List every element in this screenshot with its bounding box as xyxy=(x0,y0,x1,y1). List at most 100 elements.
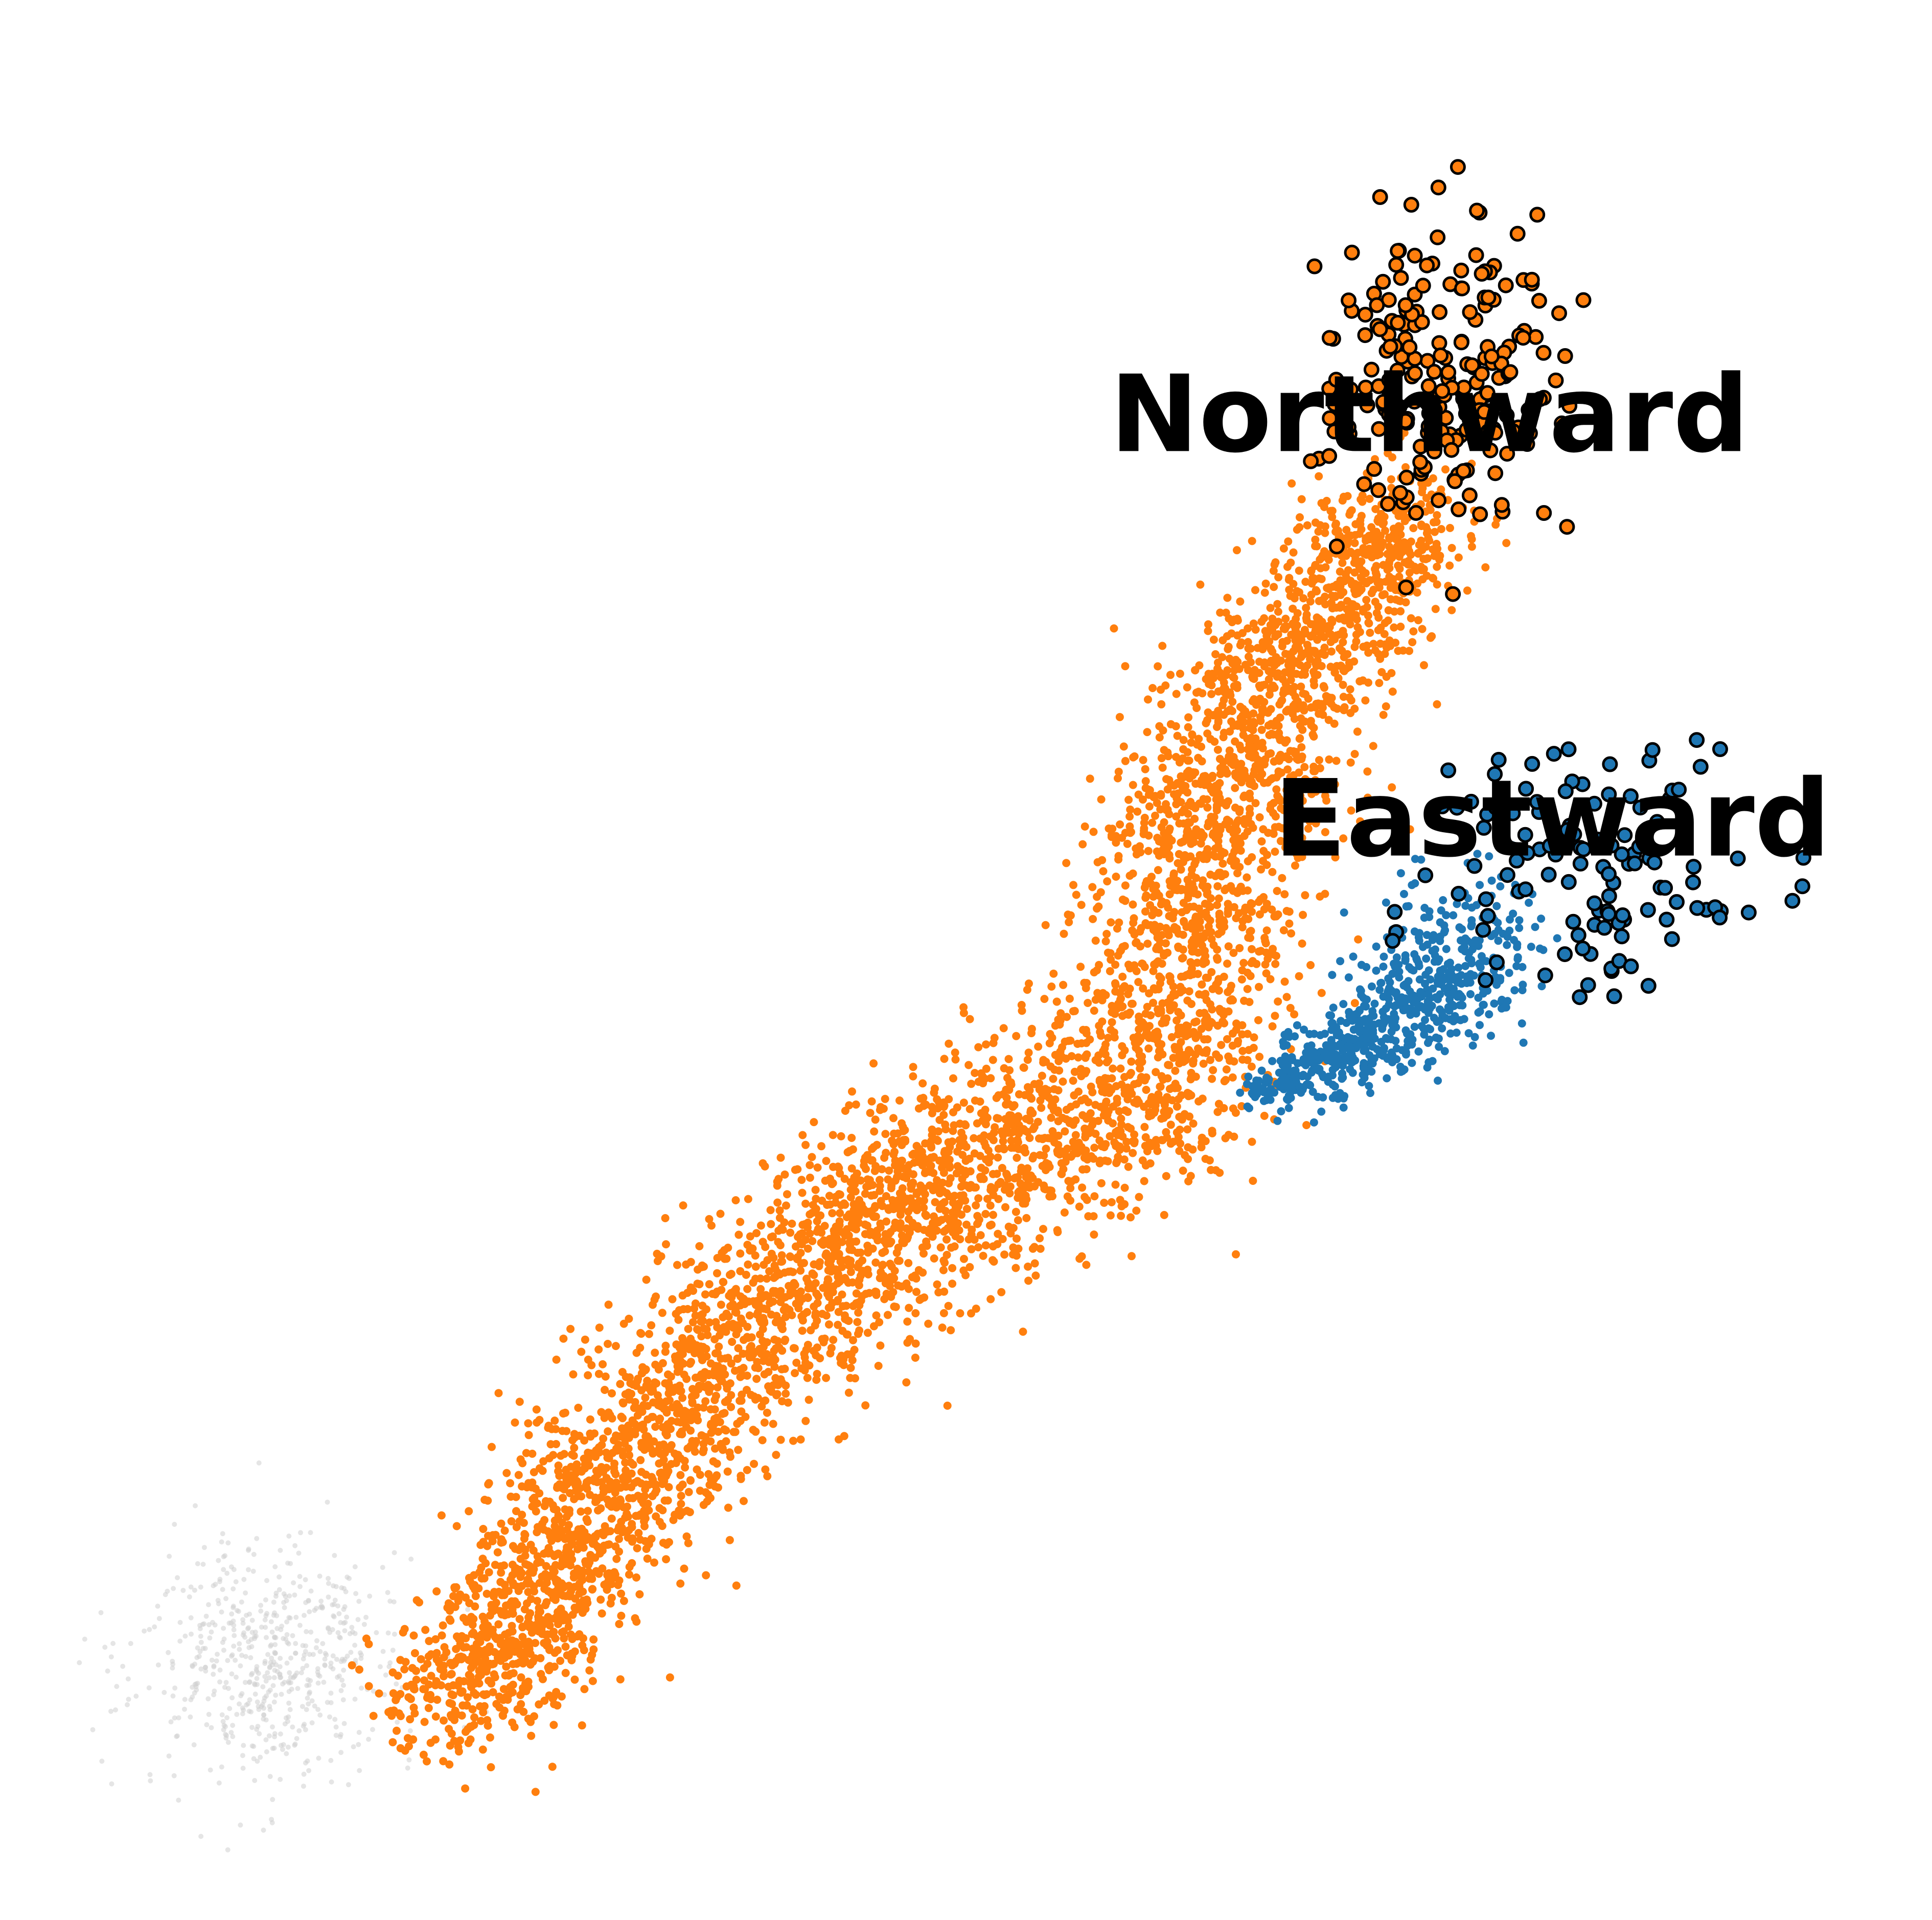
northward-lineage-point xyxy=(942,1189,951,1198)
northward-lineage-point xyxy=(970,1134,978,1142)
background-cell-point xyxy=(306,1682,312,1688)
background-cell-point xyxy=(182,1706,187,1712)
northward-lineage-point xyxy=(1140,1022,1148,1031)
northward-lineage-point xyxy=(496,1562,505,1571)
northward-lineage-point xyxy=(1190,1018,1199,1026)
northward-lineage-point xyxy=(1316,892,1324,901)
background-cell-point xyxy=(197,1649,203,1654)
northward-lineage-point xyxy=(1238,923,1247,931)
background-cell-point xyxy=(326,1625,331,1631)
northward-lineage-point xyxy=(783,1190,791,1199)
northward-lineage-point xyxy=(1251,799,1260,808)
background-cell-point xyxy=(273,1693,279,1698)
northward-lineage-point xyxy=(1095,1021,1103,1030)
northward-lineage-point xyxy=(1211,650,1220,658)
northward-lineage-point xyxy=(399,1628,407,1637)
northward-lineage-point xyxy=(725,1536,734,1544)
background-cell-point xyxy=(224,1570,230,1576)
northward-lineage-point xyxy=(1096,888,1105,897)
northward-lineage-point xyxy=(990,1034,999,1042)
northward-lineage-point xyxy=(976,1098,984,1106)
northward-lineage-point xyxy=(518,1622,527,1631)
northward-lineage-point xyxy=(986,1221,994,1230)
northward-lineage-point xyxy=(1098,856,1107,864)
northward-lineage-point xyxy=(1174,859,1182,867)
northward-lineage-point xyxy=(1179,986,1187,995)
northward-lineage-point xyxy=(769,1297,777,1306)
background-cell-point xyxy=(209,1657,215,1663)
northward-lineage-point xyxy=(1306,597,1315,606)
northward-lineage-point xyxy=(1401,463,1410,471)
northward-lineage-point xyxy=(1332,757,1341,765)
northward-lineage-point xyxy=(522,1686,531,1695)
background-cell-point xyxy=(192,1690,197,1696)
background-cell-point xyxy=(293,1651,298,1656)
background-cell-point xyxy=(211,1672,216,1677)
background-cell-point xyxy=(203,1613,209,1619)
northward-lineage-point xyxy=(1103,877,1112,886)
northward-lineage-point xyxy=(1199,876,1207,885)
northward-lineage-point xyxy=(1077,1072,1086,1081)
northward-lineage-point xyxy=(1433,562,1441,571)
northward-lineage-point xyxy=(824,1266,833,1275)
background-cell-point xyxy=(260,1684,266,1689)
northward-lineage-point xyxy=(1154,662,1162,671)
northward-lineage-point xyxy=(1002,1170,1011,1178)
northward-lineage-point xyxy=(1413,579,1422,588)
northward-lineage-point xyxy=(1300,706,1308,715)
northward-lineage-point xyxy=(1243,1030,1252,1038)
background-cell-point xyxy=(306,1691,312,1697)
northward-lineage-point xyxy=(974,1043,983,1052)
northward-lineage-point xyxy=(976,1231,985,1240)
northward-lineage-point xyxy=(832,1222,840,1231)
northward-lineage-point xyxy=(1233,869,1241,878)
northward-lineage-point xyxy=(788,1219,796,1228)
northward-lineage-point xyxy=(889,1114,898,1123)
background-cell-point xyxy=(188,1615,194,1620)
northward-lineage-point xyxy=(591,1453,600,1461)
northward-lineage-point xyxy=(718,1248,726,1257)
background-cell-point xyxy=(231,1605,236,1610)
background-cell-point xyxy=(99,1758,105,1764)
northward-lineage-point xyxy=(1197,932,1206,941)
background-cell-point xyxy=(110,1641,116,1646)
northward-lineage-point xyxy=(818,1196,826,1205)
northward-lineage-point xyxy=(591,1498,600,1506)
background-cell-point xyxy=(271,1599,277,1605)
northward-lineage-point xyxy=(1400,538,1409,546)
northward-lineage-point xyxy=(893,1256,902,1265)
northward-lineage-point xyxy=(564,1521,573,1529)
northward-lineage-point xyxy=(1382,673,1391,681)
northward-lineage-point xyxy=(575,1589,584,1598)
background-cell-point xyxy=(231,1622,237,1628)
background-cell-point xyxy=(146,1685,152,1690)
northward-lineage-point xyxy=(516,1650,525,1658)
northward-lineage-point xyxy=(1241,914,1250,922)
background-cell-point xyxy=(188,1584,194,1590)
background-cell-point xyxy=(234,1711,240,1717)
background-cell-point xyxy=(328,1700,334,1705)
northward-lineage-point xyxy=(958,1175,967,1183)
background-cell-point xyxy=(225,1658,231,1663)
northward-lineage-point xyxy=(1447,606,1456,614)
northward-lineage-point xyxy=(700,1324,708,1333)
background-cell-point xyxy=(383,1672,388,1678)
northward-lineage-point xyxy=(494,1389,503,1398)
background-cell-point xyxy=(215,1652,220,1657)
background-cell-point xyxy=(273,1651,278,1656)
northward-lineage-point xyxy=(1129,919,1138,927)
northward-lineage-point xyxy=(420,1718,429,1726)
northward-lineage-point xyxy=(835,1277,844,1286)
northward-lineage-point xyxy=(1268,867,1277,876)
northward-lineage-point xyxy=(1144,847,1153,855)
northward-lineage-point xyxy=(511,1418,519,1427)
northward-lineage-point xyxy=(972,1201,980,1209)
northward-lineage-point xyxy=(515,1398,524,1406)
northward-lineage-point xyxy=(916,1094,925,1103)
background-cell-point xyxy=(261,1712,267,1718)
northward-lineage-point xyxy=(487,1763,495,1772)
northward-lineage-point xyxy=(1213,945,1222,954)
northward-lineage-point xyxy=(1152,1068,1160,1077)
northward-lineage-point xyxy=(1135,1046,1143,1055)
northward-lineage-point xyxy=(1129,781,1137,789)
